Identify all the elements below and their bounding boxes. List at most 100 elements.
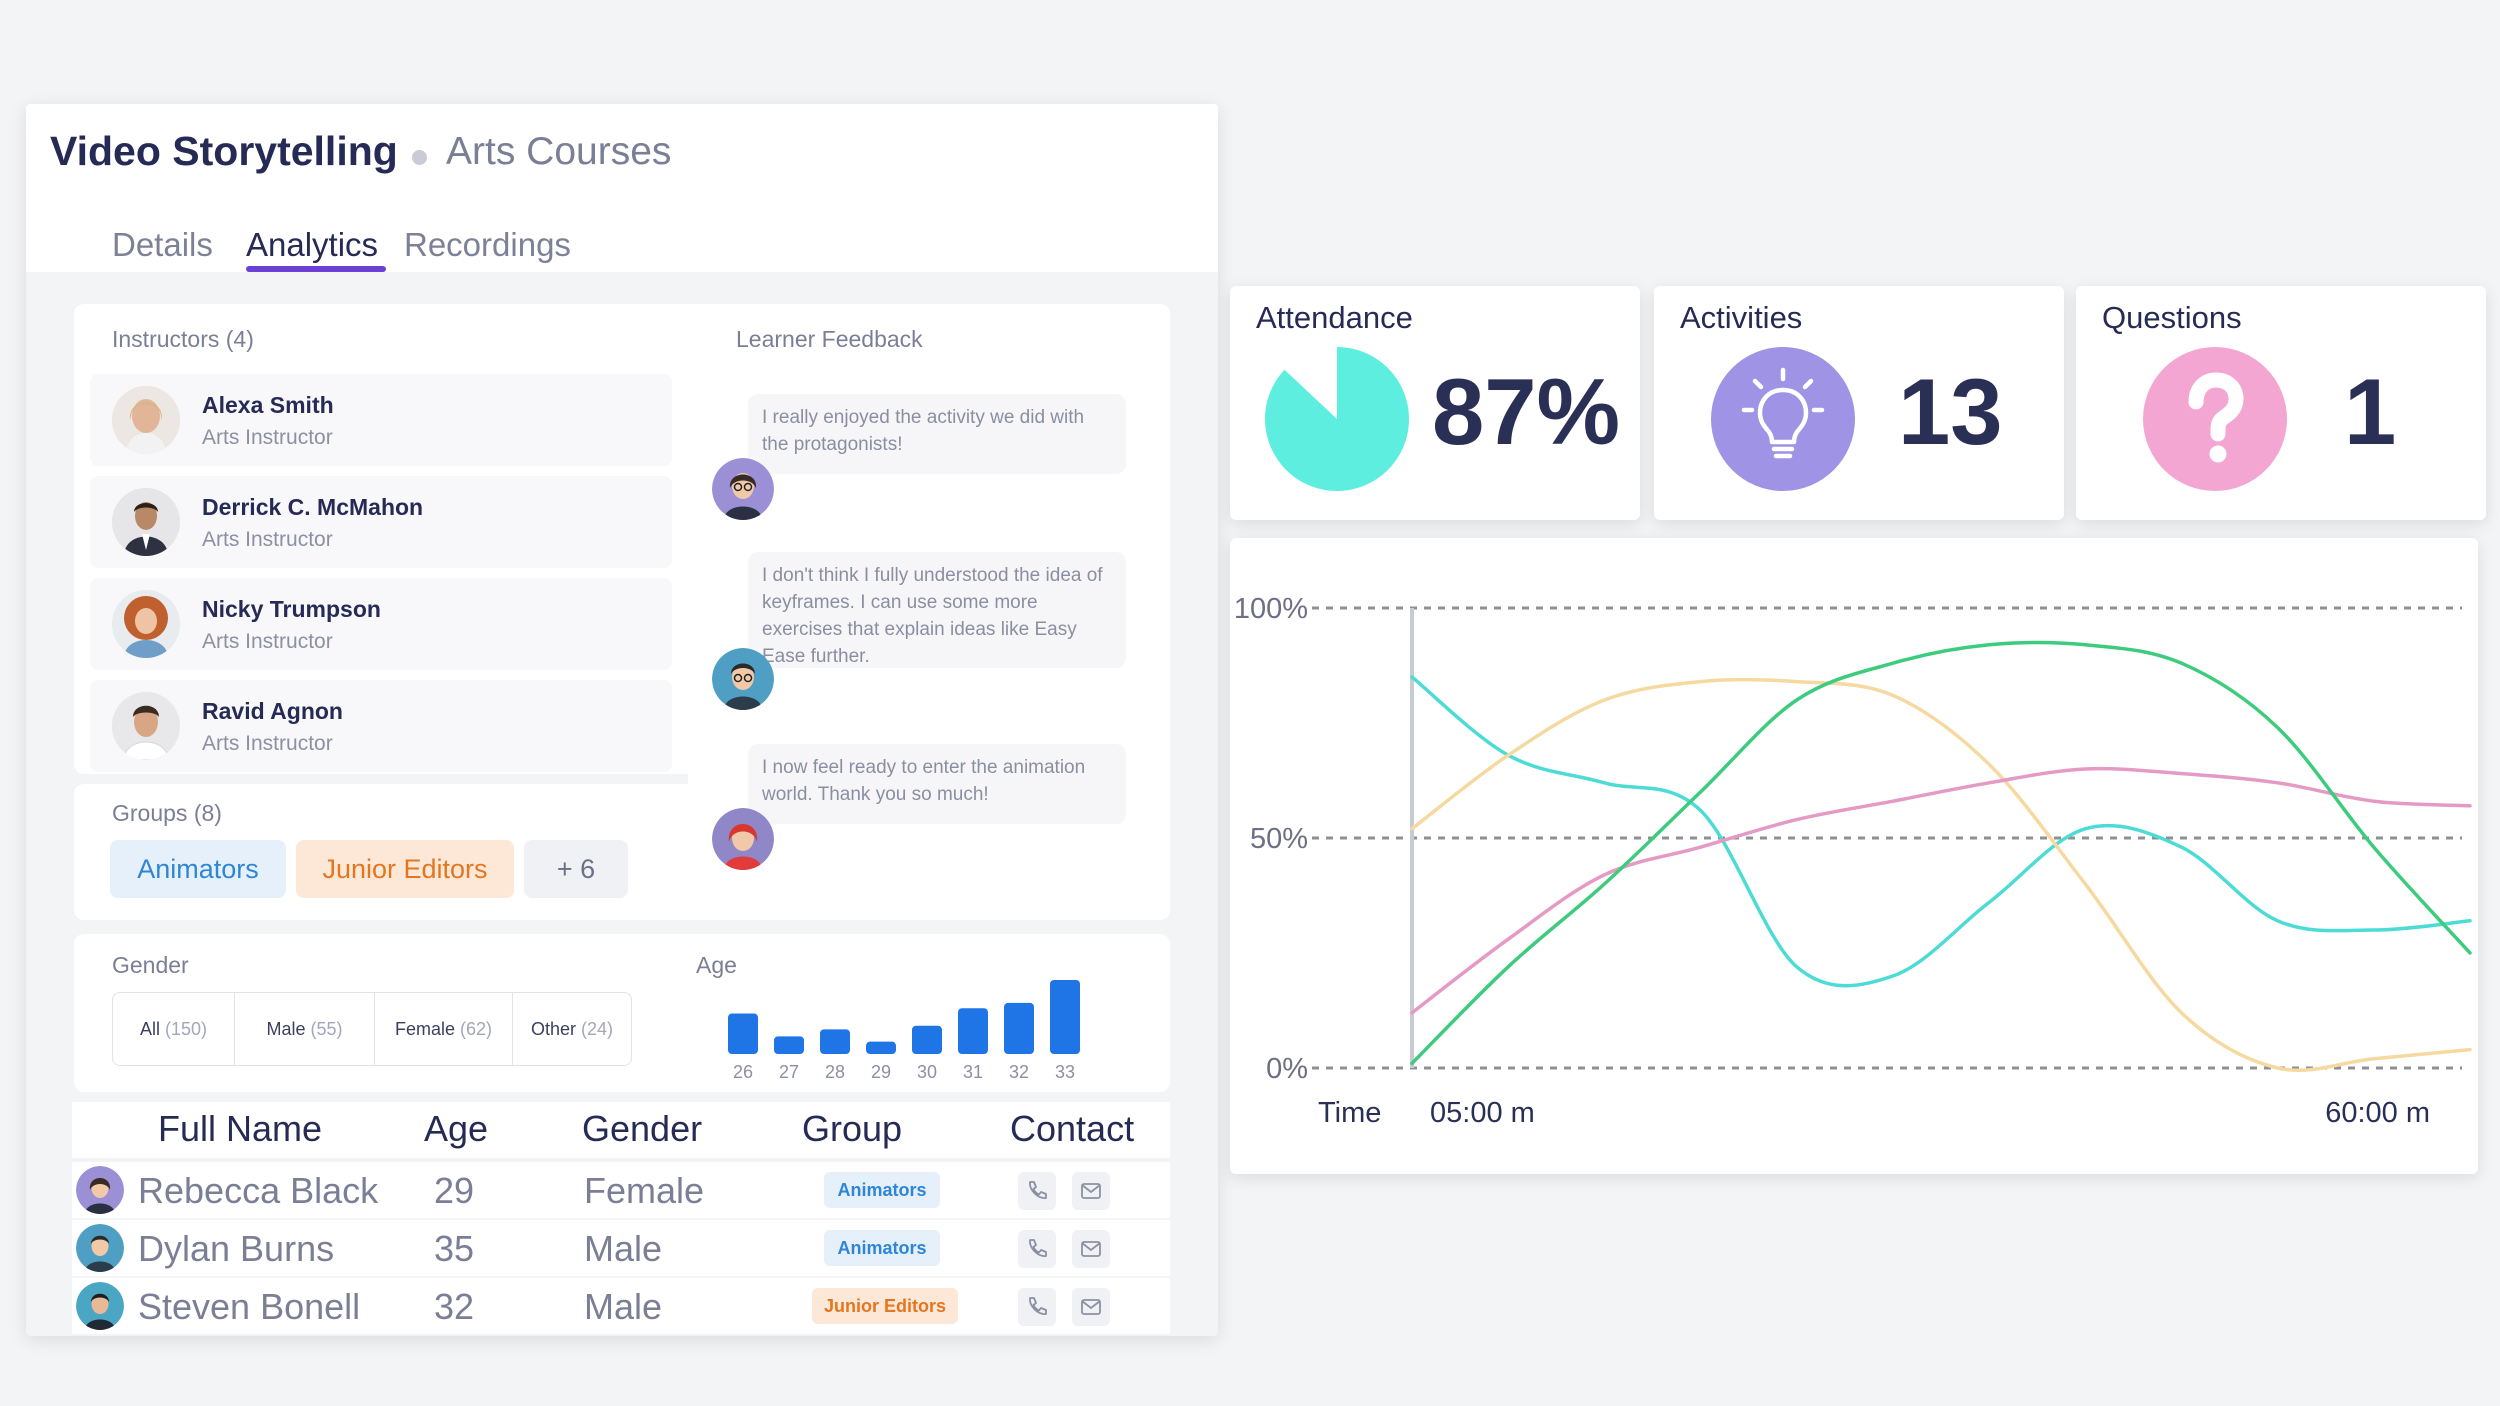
tab-analytics[interactable]: Analytics xyxy=(246,226,379,263)
age-bar xyxy=(1004,1002,1034,1054)
attendance-value: 87% xyxy=(1432,359,1621,464)
avatar xyxy=(112,386,180,454)
group-chip-animators[interactable]: Animators xyxy=(110,840,286,898)
gender-filter-label: All xyxy=(139,1019,160,1039)
gender-filter-count: (55) xyxy=(310,1019,343,1039)
gender-filter-female[interactable]: Female (62) xyxy=(375,993,513,1065)
avatar xyxy=(712,458,774,520)
age-tick-label: 27 xyxy=(779,1062,799,1082)
attendance-pie-slice xyxy=(1264,347,1409,491)
instructor-role: Arts Instructor xyxy=(202,630,333,653)
learner-gender: Female xyxy=(584,1170,705,1211)
table-row[interactable]: Steven Bonell 32 Male Junior Editors xyxy=(72,1278,1170,1334)
groups-card: Groups (8) Animators Junior Editors + 6 xyxy=(74,784,704,920)
more-groups-button[interactable]: + 6 xyxy=(524,840,628,898)
avatar xyxy=(112,590,180,658)
phone-icon[interactable] xyxy=(1018,1230,1056,1268)
learner-name: Steven Bonell xyxy=(138,1286,361,1327)
instructor-row[interactable]: Nicky Trumpson Arts Instructor xyxy=(90,578,672,670)
tab-recordings[interactable]: Recordings xyxy=(404,226,571,263)
lightbulb-icon xyxy=(1711,347,1855,491)
learner-gender: Male xyxy=(584,1228,663,1269)
age-bar xyxy=(866,1041,896,1054)
age-bar xyxy=(958,1008,988,1054)
attendance-pie-icon xyxy=(1264,347,1409,491)
column-header-contact[interactable]: Contact xyxy=(1010,1108,1135,1149)
avatar xyxy=(76,1282,124,1330)
feedback-message: I really enjoyed the activity we did wit… xyxy=(748,394,1126,474)
learner-age: 35 xyxy=(434,1228,475,1269)
instructor-row[interactable]: Derrick C. McMahon Arts Instructor xyxy=(90,476,672,568)
instructor-role: Arts Instructor xyxy=(202,732,333,755)
table-row[interactable]: Dylan Burns 35 Male Animators xyxy=(72,1220,1170,1276)
table-header-row: Full Name Age Gender Group Contact xyxy=(72,1102,1170,1158)
series-line xyxy=(1410,675,2472,988)
x-tick-label: 60:00 m xyxy=(2325,1097,2430,1129)
title-separator-dot xyxy=(412,150,427,165)
learner-feedback-label: Learner Feedback xyxy=(736,326,923,352)
feedback-message: I now feel ready to enter the animation … xyxy=(748,744,1126,824)
column-header-group[interactable]: Group xyxy=(802,1108,903,1149)
column-header-age[interactable]: Age xyxy=(424,1108,489,1149)
group-badge: Animators xyxy=(824,1230,940,1266)
learner-name: Dylan Burns xyxy=(138,1228,335,1269)
course-category: Arts Courses xyxy=(446,130,672,173)
phone-icon[interactable] xyxy=(1018,1172,1056,1210)
gender-age-card: Gender All (150) Male (55) Female (62) O… xyxy=(74,934,1170,1092)
column-header-full-name[interactable]: Full Name xyxy=(158,1108,323,1149)
gender-filter-other[interactable]: Other (24) xyxy=(513,993,631,1065)
groups-label: Groups (8) xyxy=(112,800,222,826)
question-icon xyxy=(2143,347,2287,491)
instructor-row[interactable]: Alexa Smith Arts Instructor xyxy=(90,374,672,466)
instructor-name: Nicky Trumpson xyxy=(202,596,381,622)
age-tick-label: 32 xyxy=(1009,1062,1029,1082)
mail-icon[interactable] xyxy=(1072,1230,1110,1268)
phone-icon[interactable] xyxy=(1018,1288,1056,1326)
gender-filter-all[interactable]: All (150) xyxy=(113,993,235,1065)
questions-label: Questions xyxy=(2102,300,2242,335)
group-badge: Animators xyxy=(824,1172,940,1208)
gender-filter: All (150) Male (55) Female (62) Other (2… xyxy=(112,992,632,1066)
x-tick-label: 05:00 m xyxy=(1430,1097,1535,1129)
course-panel: Video Storytelling Arts Courses Details … xyxy=(26,104,1218,1336)
table-row[interactable]: Rebecca Black 29 Female Animators xyxy=(72,1162,1170,1218)
y-tick-label: 50% xyxy=(1250,823,1308,855)
tab-details[interactable]: Details xyxy=(112,226,213,263)
instructor-name: Derrick C. McMahon xyxy=(202,494,424,520)
gender-filter-male[interactable]: Male (55) xyxy=(235,993,375,1065)
instructor-name: Ravid Agnon xyxy=(202,698,343,724)
instructor-role: Arts Instructor xyxy=(202,426,333,449)
active-tab-indicator xyxy=(246,266,386,272)
learner-gender: Male xyxy=(584,1286,663,1327)
engagement-line-chart: 100% 50% 0% Time 05:00 m 60:00 m xyxy=(1234,593,2472,1129)
gender-filter-label: Female xyxy=(394,1019,455,1039)
group-chip-junior-editors[interactable]: Junior Editors xyxy=(296,840,514,898)
age-tick-label: 30 xyxy=(917,1062,937,1082)
age-label: Age xyxy=(696,952,737,978)
learner-feedback-card: Learner Feedback I really enjoyed the ac… xyxy=(688,304,1170,920)
avatar xyxy=(712,808,774,870)
learner-name: Rebecca Black xyxy=(138,1170,379,1211)
learner-age: 29 xyxy=(434,1170,475,1211)
gender-filter-label: Other xyxy=(530,1019,576,1039)
gender-filter-count: (62) xyxy=(460,1019,493,1039)
engagement-line-chart-card: 100% 50% 0% Time 05:00 m 60:00 m xyxy=(1230,538,2478,1174)
mail-icon[interactable] xyxy=(1072,1288,1110,1326)
y-tick-label: 0% xyxy=(1266,1053,1308,1085)
questions-value: 1 xyxy=(2344,359,2397,464)
group-badge: Junior Editors xyxy=(812,1288,958,1324)
x-axis-label: Time xyxy=(1318,1097,1381,1129)
course-header: Video Storytelling Arts Courses Details … xyxy=(26,104,1218,272)
attendance-card: Attendance 87% xyxy=(1230,286,1640,520)
avatar xyxy=(112,692,180,760)
column-header-gender[interactable]: Gender xyxy=(582,1108,703,1149)
gender-filter-label: Male xyxy=(266,1019,306,1039)
age-bar xyxy=(728,1013,758,1054)
age-tick-label: 33 xyxy=(1055,1062,1075,1082)
instructor-row[interactable]: Ravid Agnon Arts Instructor xyxy=(90,680,672,772)
instructor-name: Alexa Smith xyxy=(202,392,334,418)
mail-icon[interactable] xyxy=(1072,1172,1110,1210)
avatar xyxy=(112,488,180,556)
activities-value: 13 xyxy=(1898,359,2003,464)
age-bar-chart: 26 27 28 29 30 31 32 33 xyxy=(728,980,1080,1082)
